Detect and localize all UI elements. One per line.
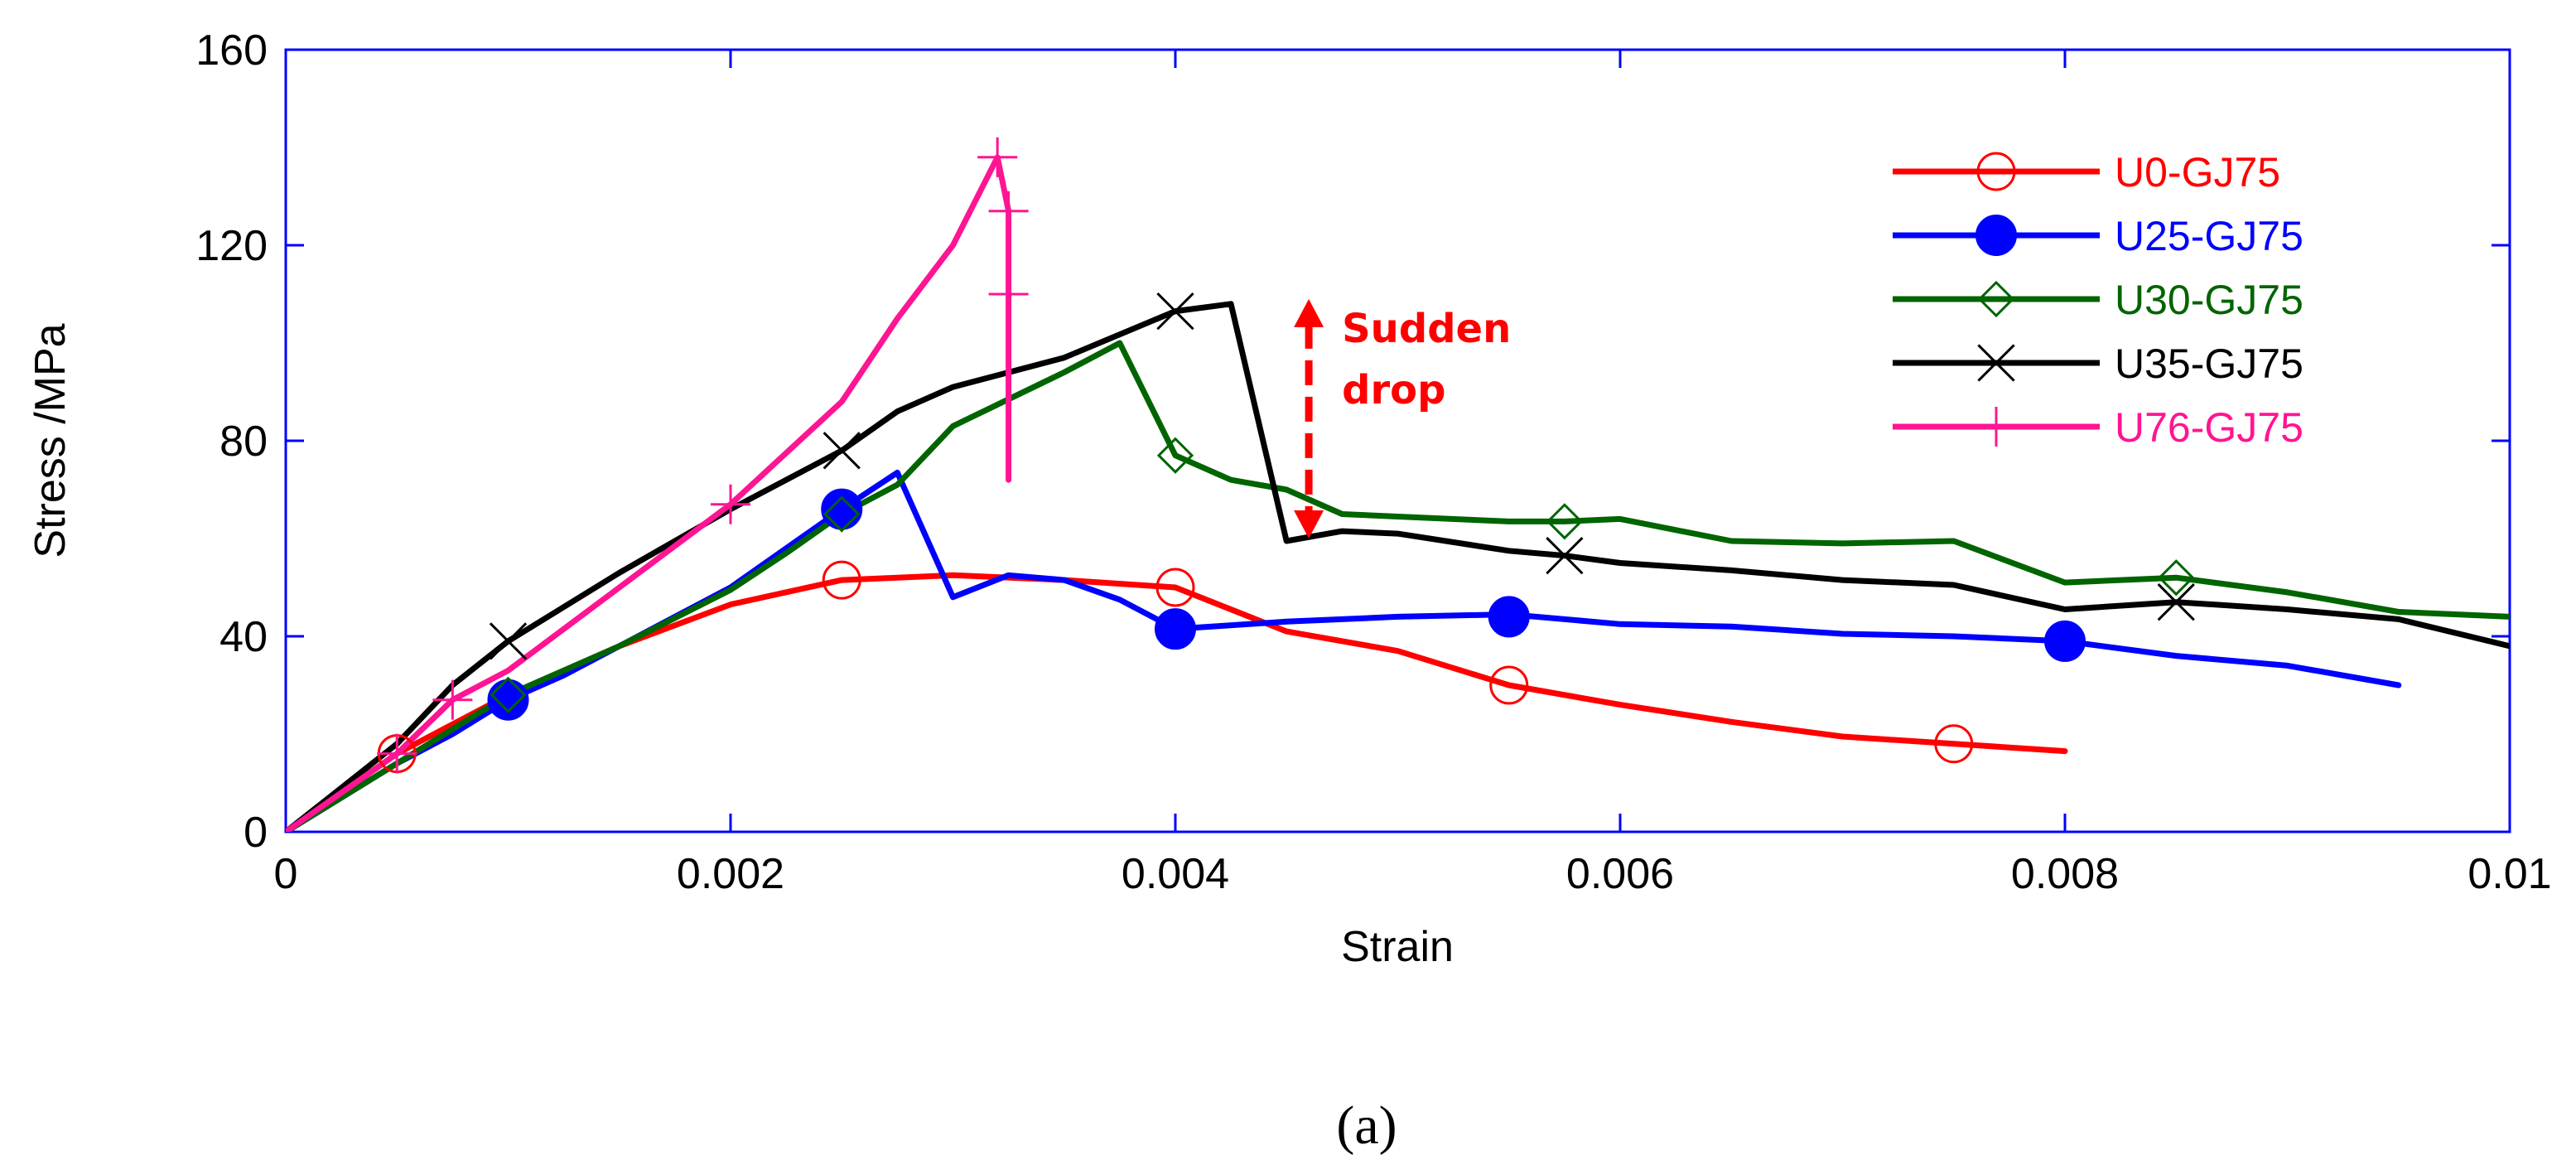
x-tick-label: 0.008 xyxy=(2011,850,2119,898)
legend: U0-GJ75 U25-GJ75 U30-GJ75 U35-GJ75 U76-GJ75 xyxy=(1893,149,2303,451)
x-tick-label: 0.004 xyxy=(1122,850,1229,898)
data-point-u35-gj75 xyxy=(489,622,528,660)
data-point-u35-gj75 xyxy=(822,432,861,470)
data-point-u30-gj75 xyxy=(823,495,861,533)
y-tick-label: 120 xyxy=(195,222,268,270)
data-point-u35-gj75 xyxy=(1156,292,1194,331)
data-point-u76-gj75 xyxy=(988,274,1029,314)
series-line-u76-gj75 xyxy=(286,154,1012,832)
series-line-u30-gj75 xyxy=(286,340,2510,832)
data-point-u35-gj75 xyxy=(2157,583,2195,621)
data-point-u35-gj75 xyxy=(1546,536,1584,575)
figure-caption: (a) xyxy=(1336,1095,1397,1156)
legend-entry-u25-gj75: U25-GJ75 xyxy=(1893,213,2303,259)
data-point-u25-gj75 xyxy=(1488,596,1530,638)
data-point-u0-gj75 xyxy=(1155,568,1195,607)
sudden-drop-arrow-head-up xyxy=(1294,298,1324,327)
y-axis-label: Stress /MPa xyxy=(27,323,75,558)
sudden-drop-label-line1: Sudden xyxy=(1342,306,1511,352)
legend-entry-u76-gj75: U76-GJ75 xyxy=(1893,404,2303,451)
series-line-u25-gj75 xyxy=(286,469,2402,832)
y-tick-label: 0 xyxy=(244,809,268,857)
legend-marker xyxy=(1975,215,2017,256)
legend-entry-u0-gj75: U0-GJ75 xyxy=(1893,149,2280,196)
legend-marker xyxy=(1976,407,2016,447)
legend-marker xyxy=(1977,280,2015,318)
sudden-drop-annotation: Sudden drop xyxy=(1294,298,1511,539)
x-tick-label: 0 xyxy=(274,850,298,898)
data-point-u76-gj75 xyxy=(377,733,417,774)
x-tick-label: 0.01 xyxy=(2467,850,2551,898)
data-point-u0-gj75 xyxy=(822,560,861,600)
y-tick-label: 160 xyxy=(195,27,268,75)
legend-label: U76-GJ75 xyxy=(2115,404,2303,451)
legend-label: U25-GJ75 xyxy=(2115,213,2303,259)
series-lines xyxy=(286,154,2510,832)
data-point-u30-gj75 xyxy=(1156,437,1194,474)
data-point-u0-gj75 xyxy=(1934,724,1974,764)
data-point-u76-gj75 xyxy=(988,191,1029,231)
series-line-u35-gj75 xyxy=(286,301,2510,832)
legend-marker xyxy=(1977,344,2015,382)
y-tick-label: 40 xyxy=(219,613,268,661)
y-tick-label: 80 xyxy=(219,418,268,466)
legend-label: U0-GJ75 xyxy=(2115,149,2280,196)
legend-entry-u30-gj75: U30-GJ75 xyxy=(1893,277,2303,323)
x-tick-label: 0.006 xyxy=(1566,850,1674,898)
data-point-u76-gj75 xyxy=(711,484,750,524)
x-axis-label: Strain xyxy=(1341,923,1454,971)
data-point-u76-gj75 xyxy=(432,679,473,720)
legend-label: U30-GJ75 xyxy=(2115,277,2303,323)
sudden-drop-label-line2: drop xyxy=(1342,367,1445,413)
data-point-u30-gj75 xyxy=(490,676,527,713)
legend-entry-u35-gj75: U35-GJ75 xyxy=(1893,341,2303,387)
sudden-drop-arrow-head-down xyxy=(1294,510,1324,539)
data-point-u0-gj75 xyxy=(1489,665,1529,705)
legend-marker xyxy=(1976,152,2016,191)
legend-label: U35-GJ75 xyxy=(2115,341,2303,387)
data-point-u25-gj75 xyxy=(2044,620,2086,662)
data-point-u30-gj75 xyxy=(1546,503,1583,540)
data-point-u30-gj75 xyxy=(2158,559,2195,597)
series-markers xyxy=(377,137,2195,774)
data-point-u25-gj75 xyxy=(1155,608,1196,650)
x-tick-label: 0.002 xyxy=(677,850,784,898)
y-tick-labels: 0 40 80 120 160 xyxy=(195,27,268,857)
data-point-u76-gj75 xyxy=(977,137,1018,177)
x-tick-labels: 0 0.002 0.004 0.006 0.008 0.01 xyxy=(274,850,2552,898)
